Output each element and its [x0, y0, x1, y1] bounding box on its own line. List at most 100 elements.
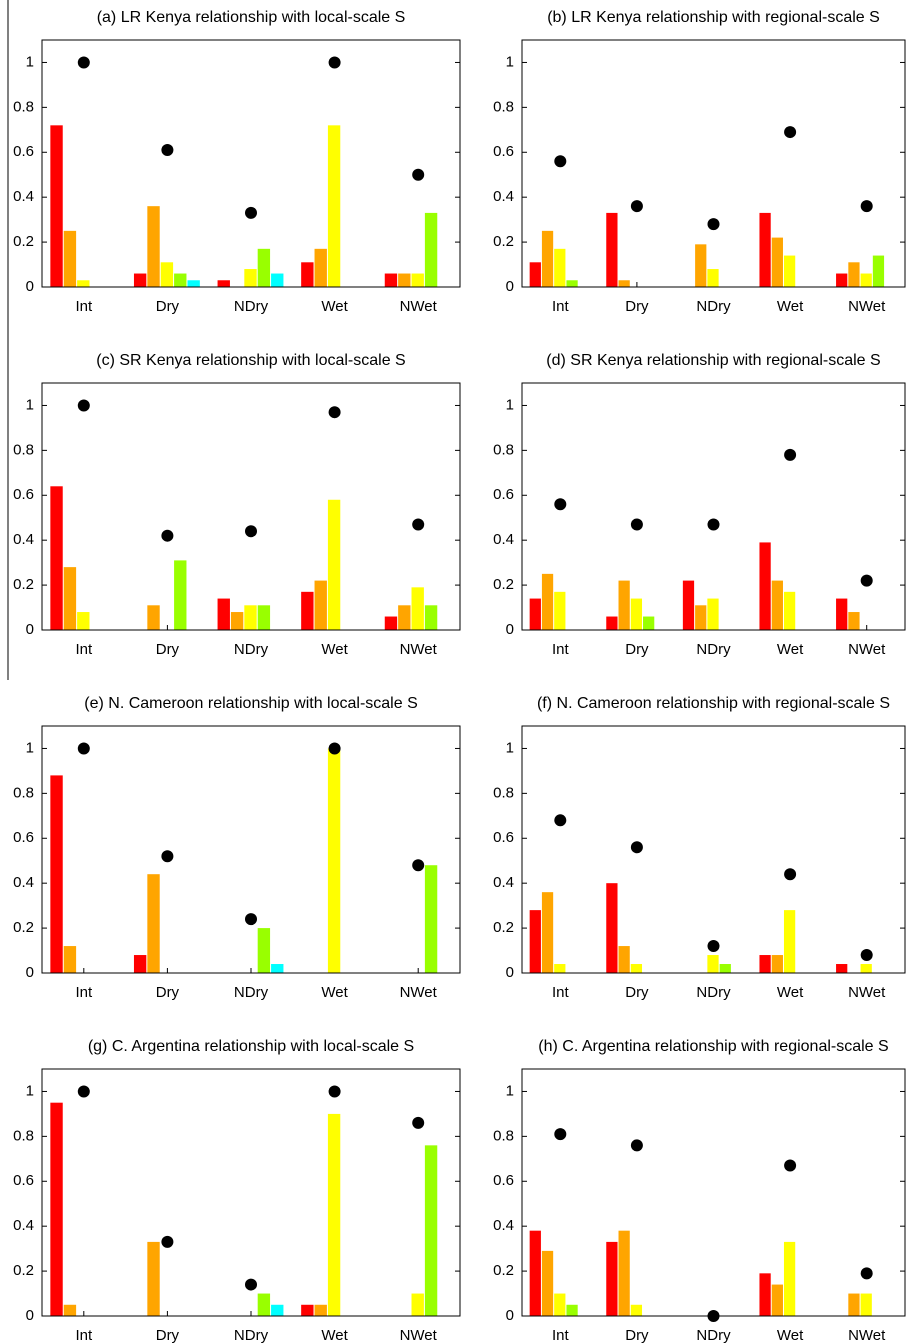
- y-tick-label: 0: [26, 621, 34, 638]
- axes-box: [41, 725, 461, 974]
- bar: [411, 587, 424, 630]
- x-tick-label: Dry: [625, 1327, 649, 1344]
- y-tick-label: 0.8: [493, 1127, 514, 1144]
- x-tick-label: NDry: [234, 641, 269, 658]
- point: [412, 859, 425, 872]
- bar: [257, 248, 271, 287]
- panel-title: (e) N. Cameroon relationship with local-…: [84, 695, 417, 712]
- panel-title: (h) C. Argentina relationship with regio…: [538, 1038, 888, 1055]
- point: [860, 1267, 873, 1280]
- axes-box: [41, 1068, 461, 1317]
- bar: [271, 964, 284, 973]
- y-tick-label: 0: [506, 964, 514, 981]
- x-tick-label: NWet: [400, 298, 438, 315]
- bar: [783, 1241, 796, 1316]
- bar: [327, 748, 341, 973]
- bar: [707, 269, 719, 287]
- y-tick-label: 0.2: [493, 233, 514, 250]
- bar: [630, 1304, 643, 1316]
- bar: [860, 1293, 872, 1316]
- y-tick-label: 0.8: [13, 784, 34, 801]
- bar: [771, 580, 783, 630]
- point: [630, 518, 643, 531]
- bar: [50, 1102, 63, 1316]
- point: [412, 1116, 425, 1129]
- bar: [147, 206, 160, 287]
- y-tick-label: 0.8: [493, 98, 514, 115]
- point: [707, 940, 720, 953]
- x-tick-label: Dry: [156, 1327, 180, 1344]
- point: [784, 126, 797, 139]
- bar: [541, 230, 554, 287]
- bar: [257, 1293, 271, 1316]
- bar: [230, 612, 244, 630]
- bar: [606, 883, 618, 973]
- axes-box: [41, 382, 461, 631]
- point: [630, 841, 643, 854]
- y-tick-label: 0.4: [493, 531, 514, 548]
- y-tick-label: 1: [26, 53, 34, 70]
- x-tick-label: NDry: [696, 641, 731, 658]
- bar: [327, 499, 341, 630]
- x-tick-label: NWet: [400, 1327, 438, 1344]
- y-tick-label: 0.8: [493, 441, 514, 458]
- x-tick-label: Wet: [777, 1327, 804, 1344]
- point: [554, 814, 567, 827]
- bar: [327, 125, 341, 287]
- bar: [630, 964, 643, 973]
- bar: [50, 486, 63, 630]
- y-tick-label: 0.6: [13, 829, 34, 846]
- bar: [836, 273, 848, 287]
- point: [245, 1278, 257, 1291]
- y-tick-label: 0.6: [13, 143, 34, 160]
- y-tick-label: 0.4: [13, 188, 34, 205]
- bar: [707, 598, 719, 630]
- bar: [301, 262, 314, 287]
- bar: [618, 946, 630, 973]
- bar: [541, 1250, 554, 1316]
- axes-box: [521, 1068, 906, 1317]
- y-tick-label: 0.6: [493, 143, 514, 160]
- x-tick-label: NDry: [696, 298, 731, 315]
- bar: [411, 273, 424, 287]
- y-tick-label: 0: [506, 621, 514, 638]
- y-tick-label: 1: [506, 1082, 514, 1099]
- bar: [836, 598, 848, 630]
- x-tick-label: Dry: [156, 298, 180, 315]
- bar: [133, 273, 147, 287]
- bar: [554, 964, 566, 973]
- y-tick-label: 0.2: [13, 919, 34, 936]
- bar: [301, 1304, 314, 1316]
- y-tick-label: 0: [26, 964, 34, 981]
- y-tick-label: 0: [506, 278, 514, 295]
- point: [245, 206, 257, 219]
- bar: [147, 1241, 160, 1316]
- bar: [682, 580, 695, 630]
- axes-box: [521, 39, 906, 288]
- bar: [257, 605, 271, 630]
- x-tick-label: Int: [75, 1327, 93, 1344]
- point: [860, 574, 873, 587]
- point: [784, 868, 797, 881]
- bar: [618, 1230, 630, 1316]
- bar: [384, 616, 398, 630]
- y-tick-label: 0: [506, 1307, 514, 1324]
- bar: [606, 212, 618, 287]
- x-tick-label: Dry: [625, 298, 649, 315]
- bar: [50, 125, 63, 287]
- y-tick-label: 0.6: [493, 486, 514, 503]
- bar: [244, 605, 257, 630]
- bar: [424, 1145, 438, 1316]
- bar: [554, 1293, 566, 1316]
- x-tick-label: NWet: [400, 984, 438, 1001]
- y-tick-label: 1: [506, 53, 514, 70]
- point: [707, 518, 720, 531]
- bar: [554, 248, 566, 287]
- bar: [566, 1304, 578, 1316]
- bar: [566, 280, 578, 287]
- y-tick-label: 1: [26, 739, 34, 756]
- y-tick-label: 0.2: [493, 1262, 514, 1279]
- bar: [643, 616, 655, 630]
- panel-title: (b) LR Kenya relationship with regional-…: [547, 9, 880, 26]
